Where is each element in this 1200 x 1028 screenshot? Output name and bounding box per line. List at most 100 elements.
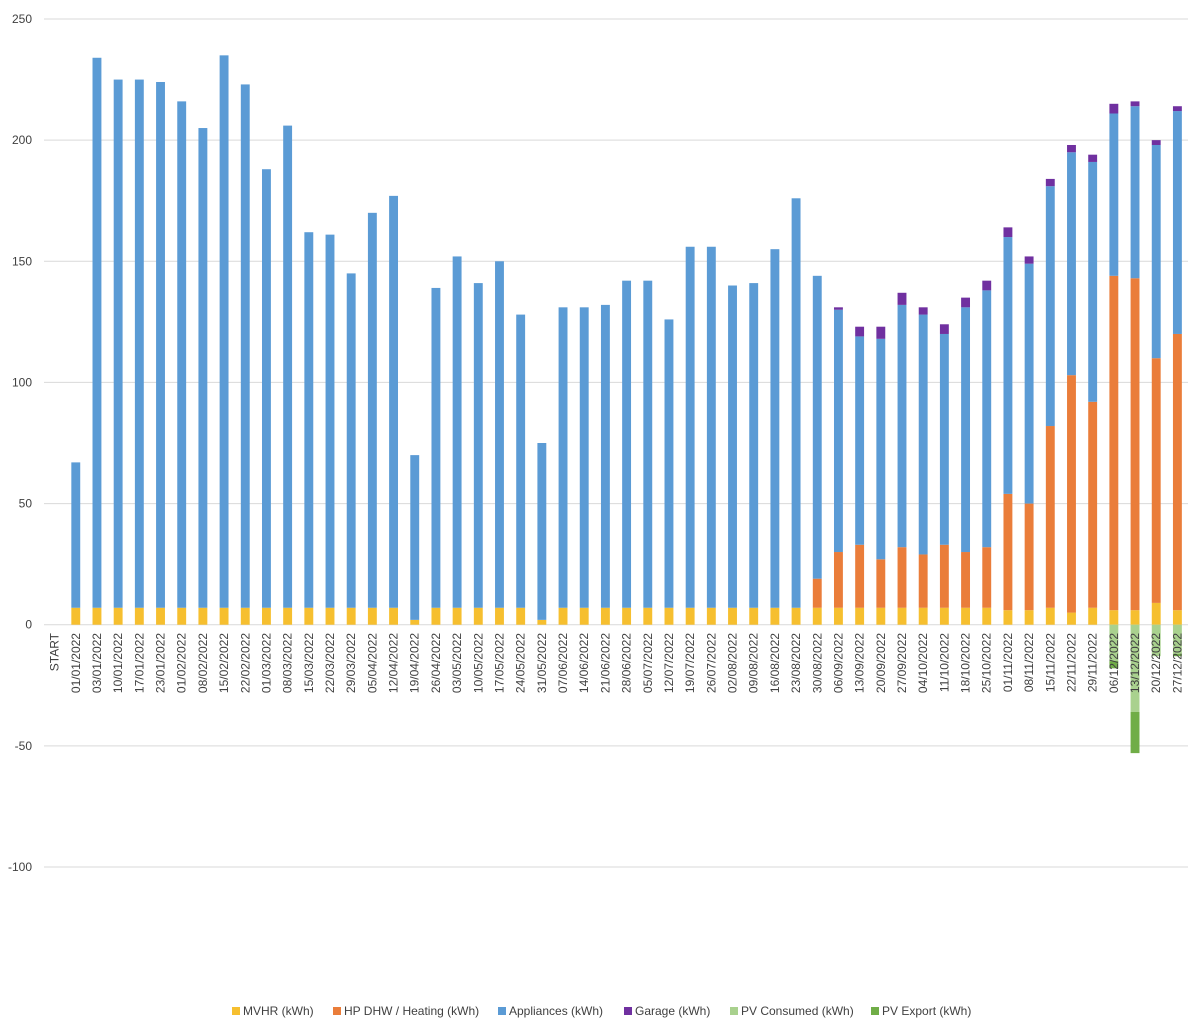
bar-segment xyxy=(1130,106,1140,279)
bar-segment xyxy=(495,261,504,608)
bar-segment xyxy=(1172,111,1182,334)
x-tick-label: 02/08/2022 xyxy=(726,633,740,693)
x-tick-label: 16/08/2022 xyxy=(768,633,782,693)
bar-segment xyxy=(1088,154,1098,162)
bar-segment xyxy=(431,287,441,608)
x-tick-label: 07/06/2022 xyxy=(556,633,570,693)
bar-segment xyxy=(1172,333,1182,611)
bar-segment xyxy=(537,619,547,625)
bar-segment xyxy=(706,607,716,625)
x-tick-label: START xyxy=(48,632,62,671)
bar-segment xyxy=(240,607,250,625)
bar-segment xyxy=(1088,161,1098,402)
x-tick-label: 03/01/2022 xyxy=(90,633,104,693)
legend-swatch xyxy=(624,1007,632,1015)
bar-segment xyxy=(1024,263,1034,504)
bar-segment xyxy=(1024,256,1034,264)
bar-segment xyxy=(219,55,229,608)
bar-segment xyxy=(728,285,737,608)
bar-segment xyxy=(939,544,949,608)
bar-segment xyxy=(939,607,949,625)
bar-segment xyxy=(643,607,653,625)
bar-segment xyxy=(1172,610,1182,625)
x-tick-label: 28/06/2022 xyxy=(620,633,634,693)
bar-segment xyxy=(961,552,971,608)
legend-swatch xyxy=(232,1007,240,1015)
bar-segment xyxy=(410,455,420,620)
x-tick-label: 11/10/2022 xyxy=(937,633,951,692)
x-tick-label: 10/01/2022 xyxy=(111,633,125,693)
bars xyxy=(71,55,1182,754)
bar-segment xyxy=(791,607,801,625)
bar-segment xyxy=(600,607,610,625)
bar-segment xyxy=(833,307,843,310)
bar-segment xyxy=(833,309,843,553)
bar-segment xyxy=(431,607,441,625)
bar-segment xyxy=(261,607,271,625)
x-tick-label: 19/04/2022 xyxy=(408,633,422,693)
x-tick-label: 26/04/2022 xyxy=(429,633,443,693)
bar-segment xyxy=(1130,101,1140,107)
bar-segment xyxy=(1172,653,1182,657)
legend-entry: Appliances (kWh) xyxy=(509,1004,603,1018)
bar-segment xyxy=(367,212,377,608)
bar-segment xyxy=(643,280,653,608)
bar-segment xyxy=(71,462,81,608)
x-tick-label: 08/11/2022 xyxy=(1022,633,1036,692)
bar-segment xyxy=(219,607,229,625)
bar-segment xyxy=(325,607,335,625)
x-tick-label: 12/07/2022 xyxy=(662,633,676,693)
bar-segment xyxy=(982,547,992,608)
bar-segment xyxy=(897,547,907,608)
bar-segment xyxy=(918,307,928,315)
bar-segment xyxy=(876,326,886,339)
legend-entry: MVHR (kWh) xyxy=(243,1004,314,1018)
x-tick-label: 06/12/2022 xyxy=(1107,633,1121,693)
x-tick-label: 15/02/2022 xyxy=(217,633,231,693)
bar-segment xyxy=(304,232,314,608)
bar-segment xyxy=(1067,152,1076,376)
legend-entry: PV Consumed (kWh) xyxy=(741,1004,854,1018)
bar-segment xyxy=(389,195,399,608)
bar-segment xyxy=(283,607,293,625)
legend-swatch xyxy=(333,1007,341,1015)
bar-segment xyxy=(706,246,716,608)
bar-segment xyxy=(855,607,865,625)
bar-segment xyxy=(770,249,780,608)
legend-entry: PV Export (kWh) xyxy=(882,1004,971,1018)
bar-segment xyxy=(198,607,208,625)
bar-segment xyxy=(71,607,81,625)
legend-swatch xyxy=(498,1007,506,1015)
bar-segment xyxy=(812,578,822,608)
x-tick-label: 09/08/2022 xyxy=(747,633,761,693)
x-tick-label: 22/03/2022 xyxy=(323,633,337,693)
bar-segment xyxy=(982,290,992,548)
legend-entry: HP DHW / Heating (kWh) xyxy=(344,1004,479,1018)
bar-segment xyxy=(939,324,949,334)
x-tick-label: 08/02/2022 xyxy=(196,633,210,693)
bar-segment xyxy=(1172,624,1182,654)
bar-segment xyxy=(1151,140,1161,145)
x-tick-label: 22/11/2022 xyxy=(1064,633,1078,692)
x-tick-label: 05/04/2022 xyxy=(365,633,379,693)
x-tick-label: 13/12/2022 xyxy=(1128,633,1142,693)
x-tick-label: 18/10/2022 xyxy=(959,633,973,693)
x-tick-label: 23/08/2022 xyxy=(789,633,803,693)
x-tick-label: 08/03/2022 xyxy=(281,633,295,693)
bar-segment xyxy=(1003,493,1013,611)
bar-segment xyxy=(1003,610,1013,625)
bar-segment xyxy=(664,607,674,625)
x-tick-label: 21/06/2022 xyxy=(598,633,612,693)
bar-segment xyxy=(1045,607,1055,625)
bar-segment xyxy=(1024,503,1034,611)
x-tick-label: 15/11/2022 xyxy=(1043,633,1057,692)
bar-segment xyxy=(113,607,123,625)
bar-segment xyxy=(516,314,526,608)
bar-segment xyxy=(1003,237,1013,494)
bar-segment xyxy=(92,607,102,625)
bar-segment xyxy=(452,256,462,608)
bar-segment xyxy=(918,314,928,555)
x-tick-label: 20/12/2022 xyxy=(1149,633,1163,693)
x-tick-label: 15/03/2022 xyxy=(302,633,316,693)
bar-segment xyxy=(1024,610,1034,625)
